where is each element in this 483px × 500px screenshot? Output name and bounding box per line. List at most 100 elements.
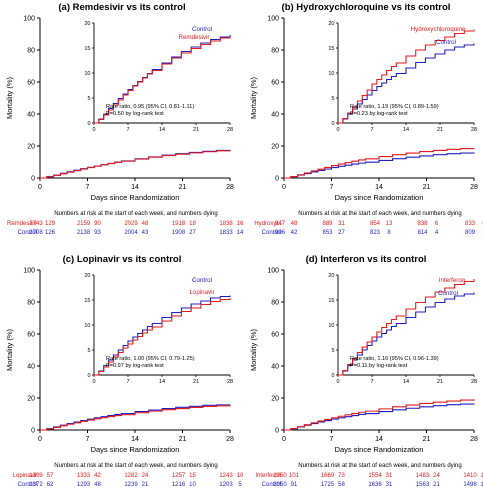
series-line-1 xyxy=(284,152,475,179)
risk-row-label: Lopinavir xyxy=(13,473,37,479)
inset-x-tick-label: 7 xyxy=(370,127,373,133)
inset-plot: 0 5 10 15 20 0 7 14 21 28 Hydroxychloroquine Contro… xyxy=(328,21,477,133)
risk-cell: 947 xyxy=(275,221,286,227)
risk-cell: 838 xyxy=(417,221,428,227)
p-value-text: P=0.23 by log-rank test xyxy=(350,111,408,117)
x-tick-label: 14 xyxy=(375,436,383,443)
panel-2: (c) Lopinavir vs its control020406080100… xyxy=(5,254,244,488)
inset-series-line-1 xyxy=(94,295,231,376)
risk-cell: 2159 xyxy=(77,221,91,227)
panel-title: (a) Remdesivir vs its control xyxy=(58,2,185,13)
risk-cell: 2743 xyxy=(29,221,43,227)
x-axis-label: Days since Randomization xyxy=(91,193,180,202)
y-tick-label: 80 xyxy=(27,300,35,307)
risk-cell: 1498 xyxy=(463,482,477,488)
series-line-0 xyxy=(284,399,475,431)
y-tick-label: 20 xyxy=(27,396,35,403)
risk-cell: 1293 xyxy=(77,482,91,488)
risk-cell: 24 xyxy=(433,473,440,479)
risk-cell: 31 xyxy=(386,482,393,488)
risk-cell: 24 xyxy=(142,473,149,479)
x-tick-label: 28 xyxy=(226,184,234,191)
x-tick-label: 0 xyxy=(282,436,286,443)
y-tick-label: 20 xyxy=(27,144,35,151)
inset-series-line-0 xyxy=(338,29,475,124)
risk-cell: 43 xyxy=(142,230,149,236)
risk-cell: 31 xyxy=(386,473,393,479)
x-tick-label: 7 xyxy=(86,436,90,443)
inset-x-tick-label: 28 xyxy=(227,379,233,385)
legend-label: Control xyxy=(192,26,212,33)
risk-cell: 2138 xyxy=(77,230,91,236)
y-axis-label: Mortality (%) xyxy=(249,328,258,371)
y-tick-label: 40 xyxy=(27,112,35,119)
inset-x-tick-label: 14 xyxy=(403,379,409,385)
risk-cell: 1833 xyxy=(219,230,233,236)
y-tick-label: 100 xyxy=(267,16,279,23)
risk-cell: 18 xyxy=(189,221,196,227)
legend-label: Hydroxychloroquine xyxy=(411,26,466,33)
p-value-text: P=0.50 by log-rank test xyxy=(106,111,164,117)
risk-row-label: Control xyxy=(262,482,281,488)
p-value-text: P=0.11 by log-rank test xyxy=(350,363,408,369)
risk-cell: 90 xyxy=(94,221,101,227)
x-tick-label: 7 xyxy=(330,184,334,191)
inset-x-tick-label: 14 xyxy=(159,379,165,385)
risk-cell: 4 xyxy=(435,230,439,236)
inset-x-tick-label: 28 xyxy=(227,127,233,133)
risk-cell: 2004 xyxy=(124,230,138,236)
inset-y-tick-label: 0 xyxy=(331,373,334,379)
rate-ratio-text: Rate ratio, 0.95 (95% CI, 0.81-1.11) xyxy=(106,104,194,110)
risk-cell: 93 xyxy=(94,230,101,236)
legend-label: Interferon xyxy=(439,277,466,284)
risk-cell: 1918 xyxy=(172,221,186,227)
y-axis-label: Mortality (%) xyxy=(249,76,258,119)
inset-series-line-1 xyxy=(338,43,475,124)
inset-y-tick-label: 15 xyxy=(328,298,334,304)
inset-series-line-1 xyxy=(338,292,475,376)
inset-y-tick-label: 10 xyxy=(328,71,334,77)
risk-cell: 21 xyxy=(433,482,440,488)
x-tick-label: 21 xyxy=(179,436,187,443)
inset-y-tick-label: 10 xyxy=(84,71,90,77)
risk-cell: 906 xyxy=(275,230,286,236)
risk-row-label: Hydroxyc. xyxy=(254,221,281,227)
legend-label: Control xyxy=(436,39,456,46)
panel-title: (d) Interferon vs its control xyxy=(306,254,427,265)
inset-y-tick-label: 0 xyxy=(87,121,90,127)
panel-title: (c) Lopinavir vs its control xyxy=(63,254,182,265)
risk-cell: 1239 xyxy=(124,482,138,488)
inset-plot: 0 5 10 15 20 0 7 14 21 28 Control Lopinavir Rate rat… xyxy=(84,273,233,385)
risk-cell: 91 xyxy=(291,482,298,488)
x-tick-label: 7 xyxy=(86,184,90,191)
x-tick-label: 21 xyxy=(423,184,431,191)
inset-y-tick-label: 15 xyxy=(328,46,334,52)
x-axis-label: Days since Randomization xyxy=(91,445,180,454)
inset-x-tick-label: 21 xyxy=(193,379,199,385)
risk-cell: 27 xyxy=(338,230,345,236)
inset-y-tick-label: 5 xyxy=(331,96,334,102)
inset-x-tick-label: 28 xyxy=(471,379,477,385)
y-tick-label: 100 xyxy=(23,16,35,23)
inset-x-tick-label: 14 xyxy=(159,127,165,133)
inset-x-tick-label: 21 xyxy=(437,127,443,133)
y-tick-label: 40 xyxy=(271,364,279,371)
y-tick-label: 60 xyxy=(27,80,35,87)
risk-cell: 14 xyxy=(237,230,244,236)
y-tick-label: 100 xyxy=(23,268,35,275)
x-tick-label: 14 xyxy=(375,184,383,191)
panel-0: (a) Remdesivir vs its control 0 20 40 60 80 10… xyxy=(5,2,244,236)
inset-y-tick-label: 15 xyxy=(84,46,90,52)
risk-cell: 1203 xyxy=(219,482,233,488)
risk-cell: 1410 xyxy=(463,473,477,479)
risk-cell: 1333 xyxy=(77,473,91,479)
risk-table-header: Numbers at risk at the start of each wee… xyxy=(54,463,217,469)
risk-table-header: Numbers at risk at the start of each wee… xyxy=(54,211,217,217)
risk-cell: 48 xyxy=(291,221,298,227)
series-line-0 xyxy=(40,405,231,431)
inset-y-tick-label: 20 xyxy=(328,273,334,279)
risk-cell: 1282 xyxy=(124,473,138,479)
x-tick-label: 0 xyxy=(282,184,286,191)
x-tick-label: 0 xyxy=(38,436,42,443)
inset-x-tick-label: 0 xyxy=(92,379,95,385)
